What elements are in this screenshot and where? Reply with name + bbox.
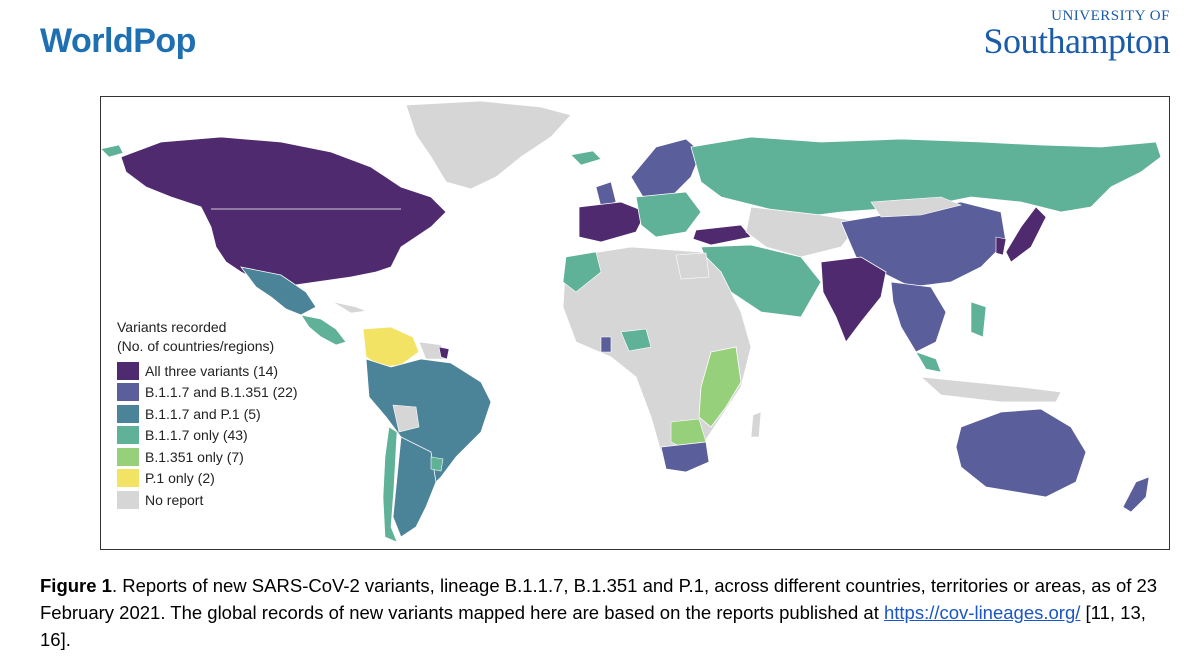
southeast-asia-shape bbox=[890, 281, 947, 353]
southampton-logo-small: UNIVERSITY OF bbox=[1051, 8, 1170, 24]
philippines-shape bbox=[970, 301, 987, 338]
world-map bbox=[100, 96, 1170, 550]
uk-shape bbox=[595, 181, 617, 208]
legend-label: B.1.1.7 only (43) bbox=[145, 427, 248, 444]
legend-item: B.1.1.7 and B.1.351 (22) bbox=[117, 382, 298, 404]
legend-title-line1: Variants recorded bbox=[117, 319, 227, 335]
legend-label: B.1.351 only (7) bbox=[145, 448, 244, 465]
southampton-logo-big: Southampton bbox=[983, 21, 1170, 61]
legend-swatch bbox=[117, 404, 139, 423]
japan-shape bbox=[1005, 206, 1047, 263]
legend-swatch bbox=[117, 447, 139, 466]
brazil-shape bbox=[365, 358, 492, 493]
legend-items: All three variants (14) B.1.1.7 and B.1.3… bbox=[117, 360, 298, 511]
ghana-shape bbox=[600, 336, 612, 353]
worldpop-logo: WorldPop bbox=[40, 22, 196, 60]
legend-item: P.1 only (2) bbox=[117, 468, 298, 490]
argentina-shape bbox=[392, 436, 437, 538]
southampton-logo: UNIVERSITY OF Southampton bbox=[983, 8, 1170, 61]
french-guiana-shape bbox=[438, 346, 450, 360]
map-legend: Variants recorded (No. of countries/regi… bbox=[117, 318, 298, 511]
scandinavia-shape bbox=[630, 138, 702, 203]
figure-caption: Figure 1. Reports of new SARS-CoV-2 vari… bbox=[40, 572, 1170, 653]
world-map-svg bbox=[101, 100, 1162, 543]
legend-label: B.1.1.7 and B.1.351 (22) bbox=[145, 384, 298, 401]
legend-swatch bbox=[117, 383, 139, 402]
legend-label: All three variants (14) bbox=[145, 362, 279, 379]
legend-item: B.1.351 only (7) bbox=[117, 446, 298, 468]
malaysia-shape bbox=[915, 351, 942, 373]
chile-shape bbox=[382, 426, 398, 543]
nigeria-shape bbox=[620, 328, 652, 352]
legend-swatch bbox=[117, 361, 139, 380]
greenland-shape bbox=[405, 100, 572, 190]
iceland-shape bbox=[570, 150, 602, 166]
legend-item: B.1.1.7 only (43) bbox=[117, 425, 298, 447]
legend-label: No report bbox=[145, 491, 204, 508]
mongolia-shape bbox=[870, 196, 962, 218]
legend-item: B.1.1.7 and P.1 (5) bbox=[117, 403, 298, 425]
new-zealand-shape bbox=[1122, 476, 1150, 513]
bolivia-shape bbox=[392, 404, 420, 433]
legend-swatch bbox=[117, 426, 139, 445]
india-shape bbox=[820, 256, 887, 343]
australia-shape bbox=[955, 408, 1087, 498]
central-europe-shape bbox=[635, 191, 702, 238]
caption-text-after: [11, 13, 16]. bbox=[40, 602, 1146, 650]
legend-swatch bbox=[117, 490, 139, 509]
legend-label: P.1 only (2) bbox=[145, 470, 215, 487]
egypt-shape bbox=[675, 252, 710, 280]
caption-link[interactable]: https://cov-lineages.org/ bbox=[883, 602, 1081, 623]
madagascar-shape bbox=[750, 411, 762, 438]
turkey-shape bbox=[692, 224, 752, 246]
aleutian-shape bbox=[101, 144, 124, 158]
caribbean-shape bbox=[332, 301, 368, 314]
legend-label: B.1.1.7 and P.1 (5) bbox=[145, 405, 261, 422]
legend-item: All three variants (14) bbox=[117, 360, 298, 382]
caption-text-before: . Reports of new SARS-CoV-2 variants, li… bbox=[40, 575, 1158, 623]
legend-title-line2: (No. of countries/regions) bbox=[117, 338, 275, 354]
east-africa-shape bbox=[698, 346, 742, 428]
north-america-shape bbox=[120, 136, 447, 288]
uruguay-shape bbox=[430, 456, 444, 472]
caption-figure-label: Figure 1 bbox=[40, 575, 112, 596]
central-america-shape bbox=[300, 314, 347, 346]
guianas-shape bbox=[418, 341, 446, 360]
legend-item: No report bbox=[117, 489, 298, 511]
korea-shape bbox=[995, 236, 1007, 256]
legend-swatch bbox=[117, 469, 139, 488]
western-europe-shape bbox=[578, 201, 647, 243]
indonesia-shape bbox=[919, 376, 1062, 403]
south-africa-shape bbox=[660, 441, 710, 473]
central-asia-shape bbox=[745, 206, 862, 258]
venezuela-shape bbox=[362, 326, 420, 368]
north-africa-shape bbox=[562, 251, 602, 293]
